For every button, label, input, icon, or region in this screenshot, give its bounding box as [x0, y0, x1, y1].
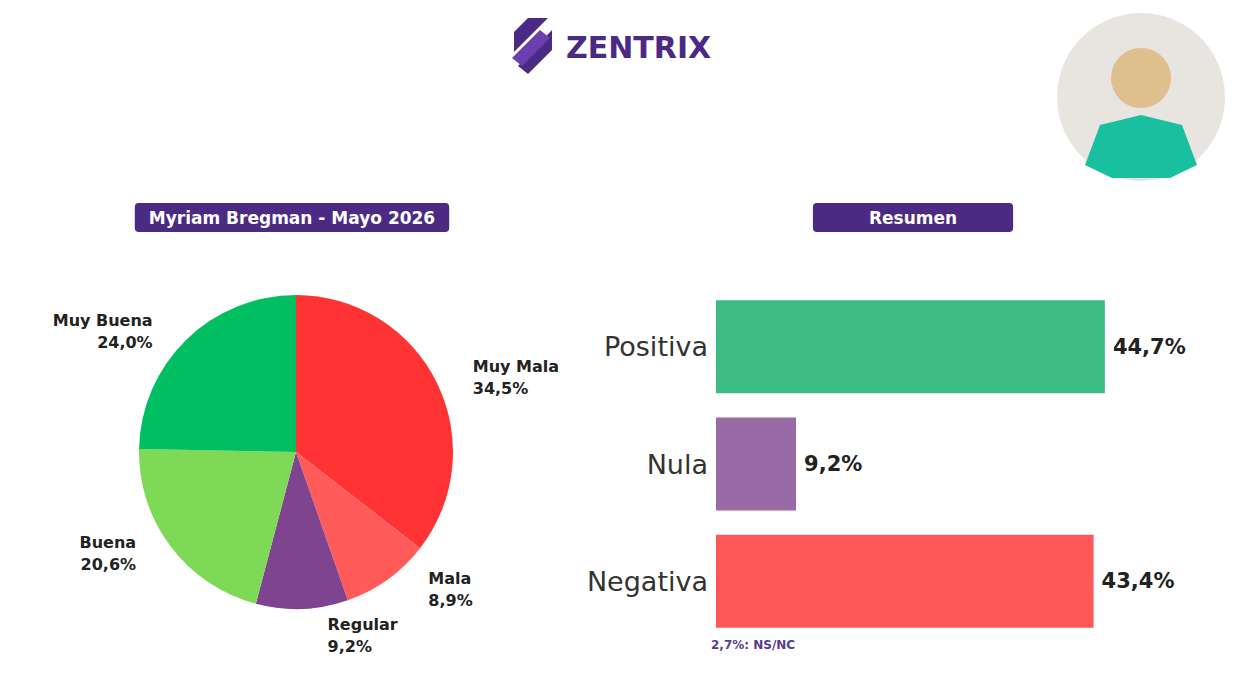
svg-text:44,7%: 44,7%: [1113, 335, 1186, 359]
svg-text:43,4%: 43,4%: [1102, 569, 1175, 593]
svg-text:Muy Mala: Muy Mala: [473, 357, 559, 376]
svg-text:34,5%: 34,5%: [473, 379, 529, 398]
svg-text:Negativa: Negativa: [587, 566, 708, 597]
svg-text:Regular: Regular: [328, 615, 398, 634]
svg-text:Buena: Buena: [79, 533, 136, 552]
svg-text:Positiva: Positiva: [604, 331, 708, 362]
svg-text:ZENTRIX: ZENTRIX: [566, 30, 711, 65]
svg-text:2,7%: NS/NC: 2,7%: NS/NC: [711, 638, 795, 652]
svg-text:9,2%: 9,2%: [804, 452, 862, 476]
svg-text:9,2%: 9,2%: [328, 637, 372, 656]
svg-text:Mala: Mala: [428, 569, 471, 588]
svg-text:8,9%: 8,9%: [428, 591, 472, 610]
svg-text:Resumen: Resumen: [869, 208, 957, 228]
svg-text:24,0%: 24,0%: [97, 333, 153, 352]
svg-text:Nula: Nula: [647, 449, 708, 480]
svg-text:Muy Buena: Muy Buena: [53, 311, 153, 330]
svg-text:Myriam Bregman - Mayo 2026: Myriam Bregman - Mayo 2026: [149, 208, 435, 228]
svg-text:20,6%: 20,6%: [81, 555, 137, 574]
